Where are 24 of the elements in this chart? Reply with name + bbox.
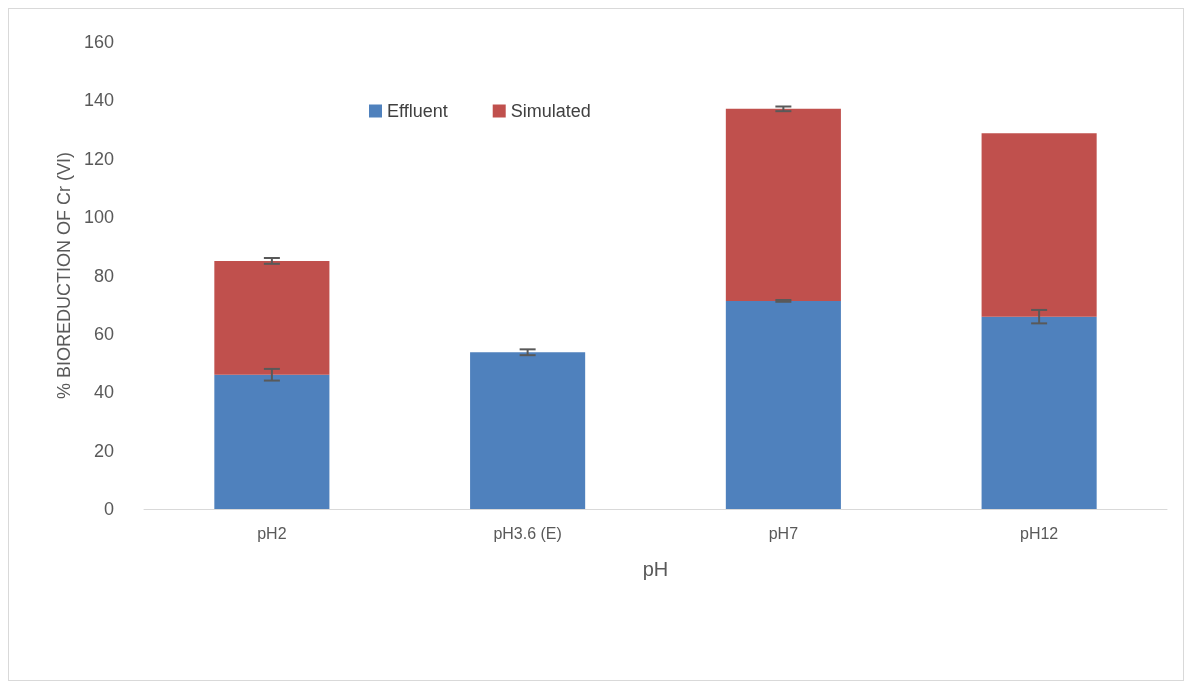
bar bbox=[725, 300, 841, 509]
y-tick-label: 0 bbox=[103, 499, 114, 519]
y-tick-label: 140 bbox=[83, 90, 114, 111]
legend-label: Simulated bbox=[510, 101, 591, 121]
y-tick-label: 120 bbox=[83, 148, 114, 169]
x-tick-label: pH3.6 (E) bbox=[493, 524, 562, 542]
bar bbox=[214, 374, 330, 509]
y-tick-label: 160 bbox=[83, 32, 114, 52]
x-tick-label: pH2 bbox=[257, 524, 287, 542]
x-tick-label: pH12 bbox=[1020, 524, 1059, 542]
x-axis-title: pH bbox=[642, 558, 669, 580]
y-tick-label: 60 bbox=[93, 323, 114, 344]
x-tick-label: pH7 bbox=[768, 524, 799, 542]
y-tick-label: 80 bbox=[93, 265, 114, 286]
y-tick-label: 40 bbox=[93, 382, 114, 403]
bar bbox=[981, 316, 1097, 509]
bar bbox=[214, 260, 330, 375]
legend-label: Effluent bbox=[387, 101, 448, 121]
bar bbox=[470, 352, 586, 509]
y-tick-label: 100 bbox=[83, 207, 114, 228]
bar bbox=[981, 133, 1097, 317]
bar bbox=[725, 108, 841, 301]
y-axis-title: % BIOREDUCTION OF Cr (VI) bbox=[54, 152, 75, 399]
y-tick-label: 20 bbox=[93, 440, 114, 461]
